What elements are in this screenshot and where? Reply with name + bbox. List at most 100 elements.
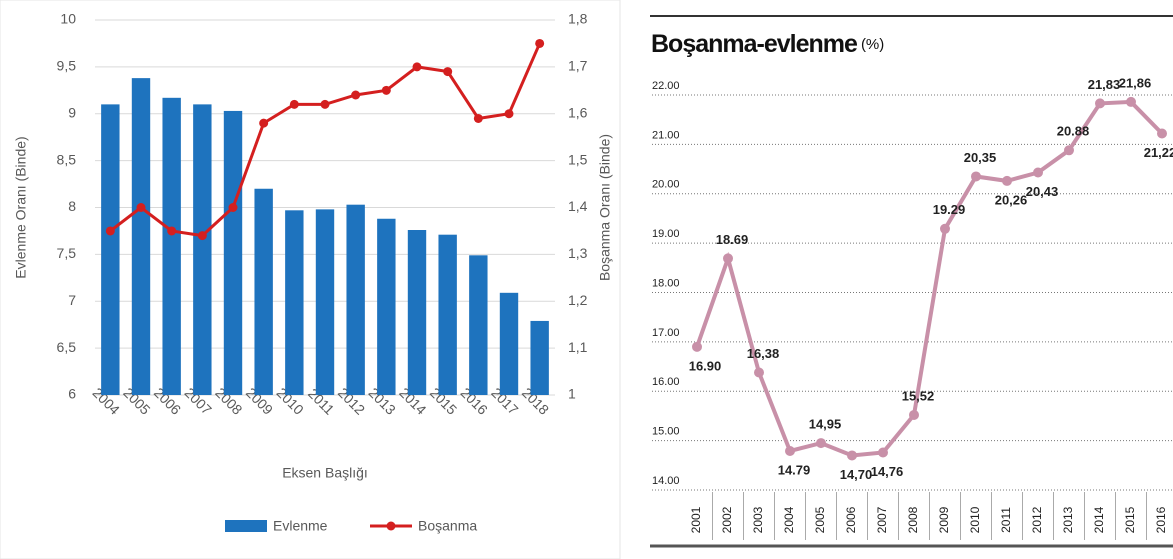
y2-tick-label: 1 (568, 386, 576, 402)
line-point (971, 171, 981, 182)
line-point (878, 447, 888, 458)
y-axis-label: Evlenme Oranı (Binde) (13, 136, 29, 278)
line-point (847, 450, 857, 461)
value-label: 19.29 (933, 202, 966, 217)
legend-swatch-dot (386, 521, 396, 531)
line-point (940, 223, 950, 234)
legend-label: Boşanma (418, 518, 477, 534)
y-tick-label: 7,5 (57, 245, 77, 261)
line-point (1002, 175, 1012, 186)
line-point (1064, 145, 1074, 156)
line-point (1033, 167, 1043, 178)
value-label: 14,76 (871, 464, 904, 479)
value-label: 20,26 (995, 192, 1028, 207)
y-tick-label: 6,5 (57, 339, 77, 355)
x-tick-label: 2009 (937, 506, 951, 533)
x-tick-label: 2007 (875, 506, 889, 533)
line-point (351, 90, 361, 100)
legend-swatch (225, 520, 267, 532)
y-tick-label: 7 (68, 292, 76, 308)
value-label: 15,52 (902, 388, 935, 403)
value-label: 21,22 (1144, 145, 1173, 160)
value-label: 20,35 (964, 150, 997, 165)
value-label: 21,83 (1088, 77, 1121, 92)
line-point (136, 203, 146, 212)
y2-tick-label: 1,8 (568, 11, 588, 27)
value-label: 18.69 (716, 232, 749, 247)
line-point (259, 118, 269, 128)
line (695, 99, 1164, 458)
y2-tick-label: 1,2 (568, 292, 588, 308)
line-point (412, 62, 422, 72)
y2-tick-label: 1,3 (568, 245, 588, 261)
x-tick-label: 2001 (689, 506, 703, 533)
value-label: 14.79 (778, 462, 811, 477)
line-point (197, 231, 207, 241)
chart-1: 6 6,5 7 7,5 8 8,5 9 9,5 10 1 1,1 1,2 1,3 1,4 1,5 1,6 1,7… (13, 11, 613, 534)
y-tick-label: 21.00 (652, 129, 680, 141)
line-point (167, 226, 177, 236)
value-label: 14,95 (809, 417, 842, 432)
value-label: 16,38 (747, 346, 780, 361)
y-tick-label: 10 (60, 11, 76, 27)
chart-2: Boşanma-evlenme (%) 14.00 15.00 16.00 17.00 18… (650, 15, 1173, 548)
x-axis-label: Eksen Başlığı (282, 465, 368, 481)
value-label: 20,43 (1026, 184, 1059, 199)
x-tick-label: 2011 (999, 507, 1013, 533)
bar (407, 230, 427, 395)
y-tick-label: 6 (68, 386, 76, 402)
line-point (320, 99, 330, 109)
bar (162, 97, 181, 395)
line-point (473, 113, 483, 123)
bar (499, 292, 519, 395)
x-tick-label: 2012 (1030, 506, 1044, 533)
y2-tick-label: 1,7 (568, 58, 588, 74)
y2-tick-label: 1,1 (568, 339, 588, 355)
bar (469, 255, 488, 395)
x-tick-label: 2002 (720, 506, 734, 533)
bar (223, 110, 243, 395)
y-tick-label: 14.00 (652, 475, 680, 487)
y-tick-label: 15.00 (652, 426, 680, 438)
line-point (909, 409, 919, 420)
x-tick-label: 2008 (906, 506, 920, 533)
chart-title: Boşanma-evlenme (%) (651, 30, 884, 58)
x-tick-label: 2010 (968, 506, 982, 533)
y-tick-label: 22.00 (652, 80, 680, 92)
bar (131, 78, 151, 395)
y-tick-label: 8 (68, 198, 76, 214)
x-tick-label: 2014 (1092, 506, 1106, 533)
line-point (381, 85, 391, 95)
line-point (754, 367, 764, 378)
legend-label: Evlenme (273, 518, 328, 534)
bar (101, 104, 120, 395)
bar (346, 204, 365, 395)
value-label: 20.88 (1057, 124, 1090, 139)
x-tick-label: 2015 (1123, 506, 1137, 533)
y-tick-label: 8,5 (57, 151, 77, 167)
bar (193, 104, 212, 395)
bar (315, 209, 335, 395)
y-tick-label: 16.00 (652, 376, 680, 388)
y2-tick-label: 1,5 (568, 151, 588, 167)
y2-tick-label: 1,4 (568, 198, 588, 214)
bar (377, 218, 396, 395)
y2-axis-label: Boşanma Oranı (Binde) (597, 134, 613, 281)
line-point (228, 203, 238, 212)
bar (254, 188, 273, 395)
x-tick-label: 2005 (813, 506, 827, 533)
line-point (723, 253, 733, 264)
title-text: Boşanma-evlenme (651, 30, 858, 58)
x-tick-label: 2006 (844, 506, 858, 533)
line-point (785, 445, 795, 456)
line-point (692, 341, 702, 352)
value-label: 21,86 (1119, 75, 1152, 90)
x-tick-label: 2013 (1061, 506, 1075, 533)
y-tick-label: 19.00 (652, 228, 680, 240)
line-point (1126, 96, 1136, 107)
x-tick-label: 2003 (751, 506, 765, 533)
line-point (105, 226, 115, 236)
line-point (1157, 128, 1167, 139)
bar (285, 210, 304, 395)
